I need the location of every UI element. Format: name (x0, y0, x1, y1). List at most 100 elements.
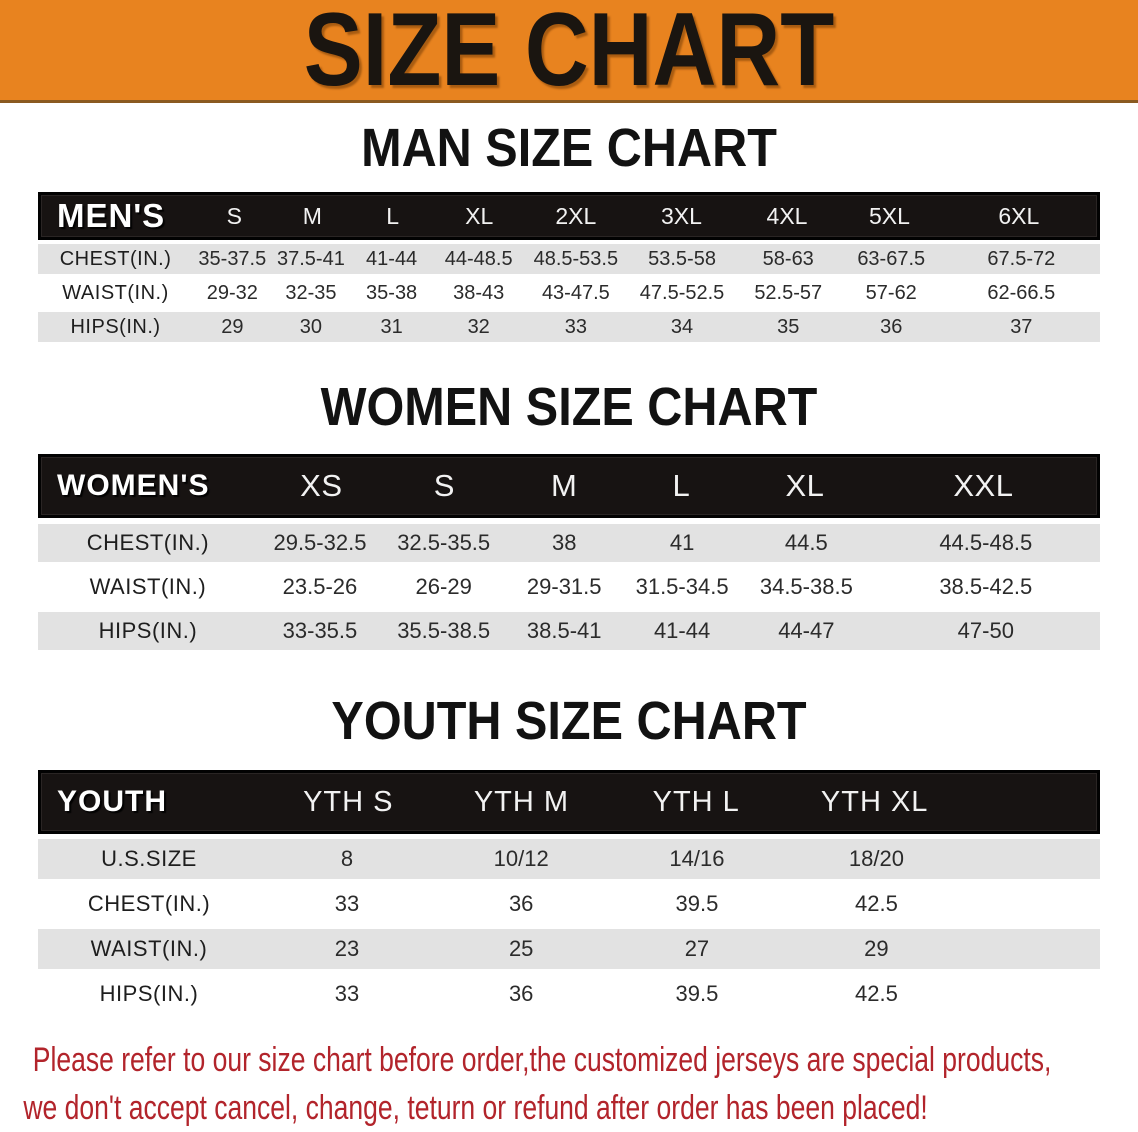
men-row-0-value-1: 35-37.5 (198, 247, 267, 270)
youth-row-1-value-1: 33 (334, 891, 360, 916)
youth-row-2-value-4: 29 (864, 936, 889, 961)
women-row-1-label: WAIST(IN.) (89, 574, 207, 599)
youth-row-2-value-1: 23 (334, 936, 360, 961)
men-row-2-label: HIPS(IN.) (70, 315, 161, 338)
youth-row-3-value-1: 33 (334, 981, 360, 1006)
women-row-0-value-2: 32.5-35.5 (397, 530, 491, 555)
men-row-2-value-8: 36 (880, 315, 903, 338)
youth-size-table: YOUTH YTH S YTH M YTH L YTH XL U.S.SIZE 8 10/12… (38, 770, 1100, 1014)
youth-row-1-value-4: 42.5 (854, 891, 898, 916)
women-row-0: CHEST(IN.) 29.5-32.5 32.5-35.5 38 41 44.5 44.5… (38, 524, 1100, 562)
women-size-col-6: XXL (953, 468, 1014, 503)
women-table-header: WOMEN'S XS S M L XL XXL (38, 454, 1100, 518)
women-row-0-value-1: 29.5-32.5 (273, 530, 367, 555)
women-row-0-value-4: 41 (669, 530, 695, 555)
youth-row-0-value-4: 18/20 (848, 846, 904, 871)
youth-table-header: YOUTH YTH S YTH M YTH L YTH XL (38, 770, 1100, 834)
men-row-0-value-8: 63-67.5 (857, 247, 926, 270)
men-row-0-value-5: 48.5-53.5 (533, 247, 619, 270)
women-size-col-3: M (551, 468, 578, 503)
youth-row-2-value-2: 25 (508, 936, 534, 961)
men-row-0-value-9: 67.5-72 (987, 247, 1056, 270)
women-table-label: WOMEN'S (57, 469, 210, 502)
women-row-0-value-5: 44.5 (784, 530, 828, 555)
youth-size-col-2: YTH M (473, 785, 570, 818)
men-row-0: CHEST(IN.) 35-37.5 37.5-41 41-44 44-48.5 48.5… (38, 244, 1100, 274)
men-row-1-value-2: 32-35 (285, 281, 337, 304)
banner-title: SIZE CHART (303, 0, 835, 103)
women-row-0-value-3: 38 (551, 530, 577, 555)
women-row-1-value-6: 38.5-42.5 (939, 574, 1033, 599)
youth-row-3-value-4: 42.5 (854, 981, 898, 1006)
men-row-1-value-1: 29-32 (206, 281, 258, 304)
men-row-1-value-8: 57-62 (865, 281, 917, 304)
men-row-0-value-4: 44-48.5 (444, 247, 513, 270)
youth-size-col-4: YTH XL (820, 785, 929, 818)
men-row-1-label: WAIST(IN.) (62, 281, 169, 304)
women-row-0-label: CHEST(IN.) (86, 530, 210, 555)
men-row-1: WAIST(IN.) 29-32 32-35 35-38 38-43 43-47.5 47.… (38, 278, 1100, 308)
men-size-col-4: XL (465, 202, 494, 229)
youth-row-3: HIPS(IN.) 33 36 39.5 42.5 (38, 974, 1100, 1014)
women-size-col-2: S (433, 468, 455, 503)
women-row-1-value-2: 26-29 (415, 574, 472, 599)
youth-row-3-value-2: 36 (508, 981, 534, 1006)
men-size-col-2: M (302, 202, 322, 229)
women-row-2-value-4: 41-44 (653, 618, 711, 643)
policy-note-line2: we don't accept cancel, change, teturn o… (23, 1089, 928, 1127)
youth-section-heading-text: YOUTH SIZE CHART (331, 691, 807, 751)
policy-note-line1: Please refer to our size chart before or… (32, 1041, 1052, 1079)
men-size-col-8: 5XL (868, 202, 910, 229)
men-size-col-5: 2XL (555, 202, 597, 229)
men-row-0-value-2: 37.5-41 (276, 247, 345, 270)
youth-table-label: YOUTH (57, 785, 167, 818)
men-row-2-value-2: 30 (299, 315, 323, 338)
youth-row-3-value-3: 39.5 (675, 981, 719, 1006)
women-row-1-value-5: 34.5-38.5 (759, 574, 853, 599)
men-row-1-value-6: 47.5-52.5 (639, 281, 725, 304)
youth-row-2-label: WAIST(IN.) (90, 936, 208, 961)
youth-row-0: U.S.SIZE 8 10/12 14/16 18/20 (38, 839, 1100, 879)
men-row-0-value-3: 41-44 (366, 247, 418, 270)
women-row-1-value-3: 29-31.5 (526, 574, 602, 599)
banner: SIZE CHART (0, 0, 1138, 103)
men-row-2-value-7: 35 (777, 315, 800, 338)
men-size-col-6: 3XL (660, 202, 702, 229)
men-table-label: MEN'S (57, 197, 166, 234)
men-row-2-value-1: 29 (221, 315, 244, 338)
men-row-2-value-3: 31 (380, 315, 403, 338)
men-size-col-9: 6XL (998, 202, 1040, 229)
men-row-1-value-9: 62-66.5 (987, 281, 1056, 304)
men-row-1-value-7: 52.5-57 (754, 281, 823, 304)
men-row-2-value-6: 34 (670, 315, 694, 338)
women-size-col-4: L (672, 468, 691, 503)
youth-row-2-value-3: 27 (684, 936, 710, 961)
women-row-1-value-1: 23.5-26 (282, 574, 358, 599)
women-row-2-value-2: 35.5-38.5 (397, 618, 491, 643)
women-section-heading: WOMEN SIZE CHART (0, 380, 1138, 434)
youth-row-1-value-2: 36 (508, 891, 534, 916)
youth-row-0-value-1: 8 (340, 846, 354, 871)
men-row-0-label: CHEST(IN.) (59, 247, 172, 270)
women-row-2-value-3: 38.5-41 (526, 618, 602, 643)
youth-size-col-1: YTH S (303, 785, 394, 818)
women-row-2-label: HIPS(IN.) (98, 618, 198, 643)
youth-row-1: CHEST(IN.) 33 36 39.5 42.5 (38, 884, 1100, 924)
women-size-table: WOMEN'S XS S M L XL XXL CHEST(IN.) 29.5-32.5 32.5… (38, 454, 1100, 650)
men-row-1-value-4: 38-43 (453, 281, 505, 304)
youth-row-0-label: U.S.SIZE (101, 846, 197, 871)
men-row-0-value-7: 58-63 (762, 247, 814, 270)
youth-row-0-value-3: 14/16 (669, 846, 725, 871)
youth-row-3-label: HIPS(IN.) (99, 981, 199, 1006)
women-size-col-5: XL (785, 468, 825, 503)
men-row-2-value-9: 37 (1010, 315, 1033, 338)
women-size-col-1: XS (300, 468, 343, 503)
women-row-2-value-1: 33-35.5 (282, 618, 358, 643)
women-row-2-value-5: 44-47 (778, 618, 835, 643)
women-row-0-value-6: 44.5-48.5 (939, 530, 1033, 555)
men-table-header: MEN'S S M L XL 2XL 3XL 4XL 5XL 6XL (38, 192, 1100, 240)
youth-section-heading: YOUTH SIZE CHART (0, 691, 1138, 751)
men-row-1-value-5: 43-47.5 (541, 281, 610, 304)
men-row-0-value-6: 53.5-58 (648, 247, 716, 270)
youth-row-2: WAIST(IN.) 23 25 27 29 (38, 929, 1100, 969)
